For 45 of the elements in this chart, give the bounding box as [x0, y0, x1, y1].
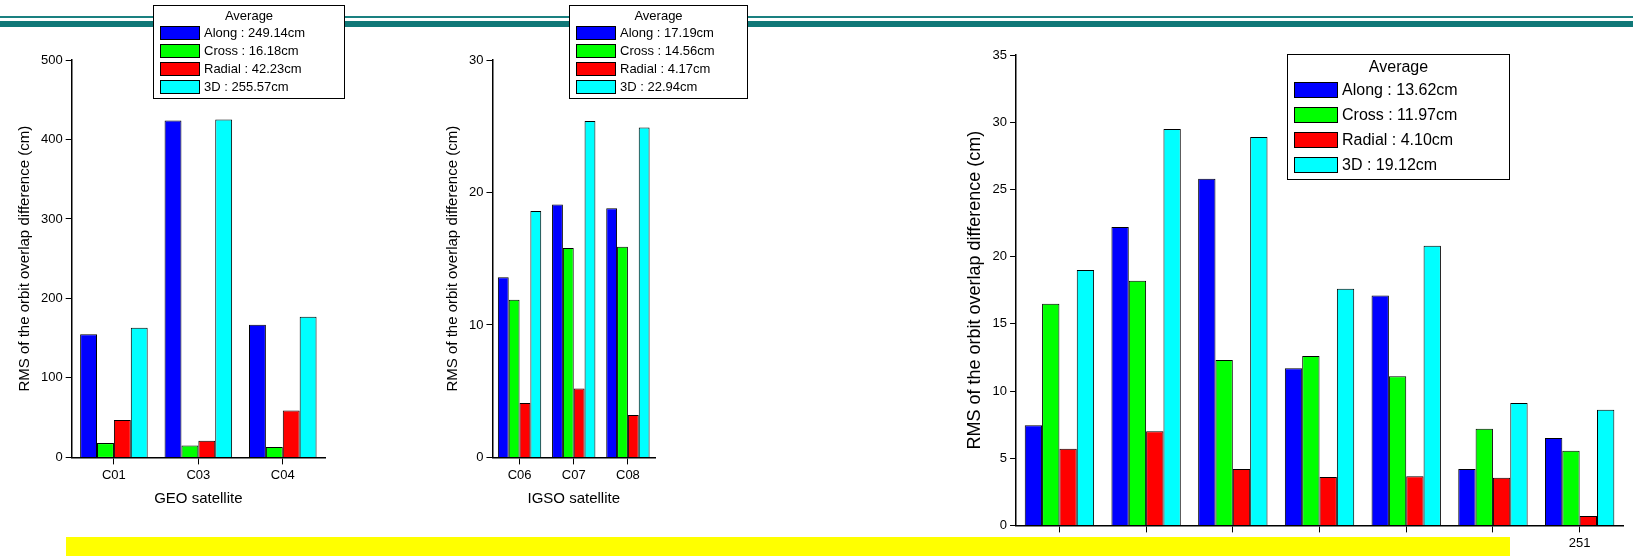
y-tick-label: 20 [468, 184, 484, 200]
legend-label: Radial : 4.10cm [1342, 130, 1454, 150]
y-tick-label: 0 [999, 516, 1008, 532]
x-tick-label: C03 [186, 466, 211, 482]
x-axis-title: IGSO satellite [527, 489, 620, 507]
legend-label: Cross : 11.97cm [1342, 105, 1458, 125]
y-tick-label: 200 [40, 290, 63, 306]
y-axis-title: RMS of the orbit overlap difference (cm) [443, 125, 461, 392]
x-tick-label: C06 [507, 466, 532, 482]
legend-label: Radial : 4.17cm [620, 60, 711, 78]
legend-title: Average [633, 8, 684, 24]
x-axis-title: GEO satellite [154, 489, 243, 507]
y-tick-label: 5 [999, 449, 1008, 465]
y-tick-label: 300 [40, 210, 63, 226]
legend-label: Cross : 16.18cm [204, 42, 299, 60]
y-tick-label: 35 [992, 46, 1008, 62]
y-axis-title: RMS of the orbit overlap difference (cm) [963, 130, 984, 450]
legend-label: Along : 249.14cm [204, 24, 306, 42]
legend-title: Average [223, 8, 275, 24]
y-tick-label: 100 [40, 369, 63, 385]
y-tick-label: 25 [992, 180, 1008, 196]
legend-label: 3D : 255.57cm [204, 78, 289, 96]
legend-title: Average [1367, 57, 1430, 77]
x-tick-label: C07 [561, 466, 586, 482]
y-tick-label: 500 [40, 51, 63, 67]
y-tick-label: 0 [476, 448, 484, 464]
legend-label: Along : 17.19cm [620, 24, 714, 42]
y-tick-label: 0 [55, 448, 63, 464]
x-tick-label: C08 [615, 466, 640, 482]
y-tick-label: 20 [992, 248, 1008, 264]
y-tick-label: 30 [992, 113, 1008, 129]
x-tick-label: C01 [101, 466, 126, 482]
legend-label: 3D : 22.94cm [620, 78, 698, 96]
y-tick-label: 30 [468, 51, 484, 67]
y-tick-label: 15 [992, 315, 1008, 331]
x-tick-label: C04 [270, 466, 295, 482]
legend-label: Radial : 42.23cm [204, 60, 302, 78]
y-tick-label: 10 [992, 382, 1008, 398]
y-tick-label: 10 [468, 316, 484, 332]
legend-label: 3D : 19.12cm [1342, 155, 1438, 175]
legend-label: Along : 13.62cm [1342, 80, 1458, 100]
y-tick-label: 400 [40, 131, 63, 147]
x-tick-label: 251 [1568, 534, 1591, 550]
legend-label: Cross : 14.56cm [620, 42, 715, 60]
y-axis-title: RMS of the orbit overlap difference (cm) [15, 125, 33, 392]
